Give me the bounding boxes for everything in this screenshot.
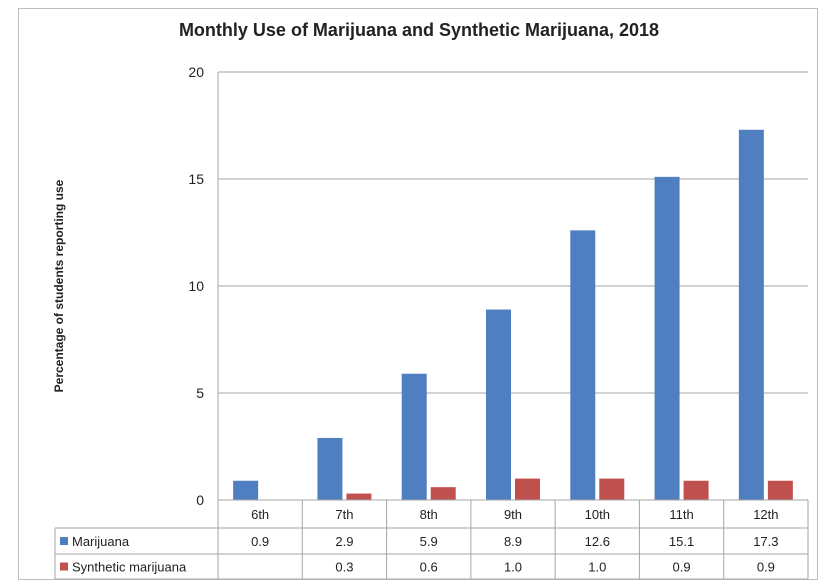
data-label: 2.9 bbox=[335, 534, 353, 549]
synthetic-bar bbox=[430, 487, 456, 500]
data-label: 17.3 bbox=[753, 534, 778, 549]
y-tick-label: 15 bbox=[188, 171, 204, 187]
synthetic-bar bbox=[767, 480, 793, 500]
marijuana-bar bbox=[654, 176, 680, 501]
data-label: 12.6 bbox=[585, 534, 610, 549]
legend-key bbox=[60, 562, 68, 571]
category-label: 11th bbox=[669, 507, 693, 522]
synthetic-bar bbox=[346, 493, 372, 500]
category-label: 7th bbox=[335, 507, 353, 522]
category-label: 10th bbox=[585, 507, 610, 522]
data-label: 8.9 bbox=[504, 534, 522, 549]
marijuana-bar bbox=[570, 230, 596, 501]
data-label: 0.9 bbox=[251, 534, 269, 549]
data-label: 1.0 bbox=[504, 560, 522, 575]
y-tick-label: 0 bbox=[196, 492, 204, 508]
category-label: 9th bbox=[504, 507, 522, 522]
category-label: 6th bbox=[251, 507, 269, 522]
marijuana-bar bbox=[738, 129, 764, 500]
y-axis-label: Percentage of students reporting use bbox=[52, 179, 66, 392]
y-tick-label: 10 bbox=[188, 278, 204, 294]
data-label: 15.1 bbox=[669, 534, 694, 549]
data-label: 0.9 bbox=[757, 560, 775, 575]
data-label: 0.9 bbox=[673, 560, 691, 575]
marijuana-bar bbox=[401, 373, 427, 500]
data-label: 0.6 bbox=[420, 560, 438, 575]
y-tick-label: 5 bbox=[196, 385, 204, 401]
data-label: 1.0 bbox=[588, 560, 606, 575]
synthetic-bar bbox=[515, 478, 540, 500]
data-label: 5.9 bbox=[420, 534, 438, 549]
synthetic-bar bbox=[599, 478, 625, 500]
marijuana-bar bbox=[233, 480, 259, 500]
legend-key bbox=[60, 537, 68, 545]
category-label: 12th bbox=[753, 507, 778, 522]
category-label: 8th bbox=[420, 507, 438, 522]
marijuana-bar bbox=[486, 309, 511, 500]
marijuana-bar bbox=[317, 437, 343, 500]
y-tick-label: 20 bbox=[188, 64, 204, 80]
chart-title: Monthly Use of Marijuana and Synthetic M… bbox=[178, 20, 660, 40]
data-label: 0.3 bbox=[335, 560, 353, 575]
legend-label: Marijuana bbox=[72, 534, 130, 549]
legend-label: Synthetic marijuana bbox=[72, 560, 187, 575]
synthetic-bar bbox=[683, 480, 709, 500]
